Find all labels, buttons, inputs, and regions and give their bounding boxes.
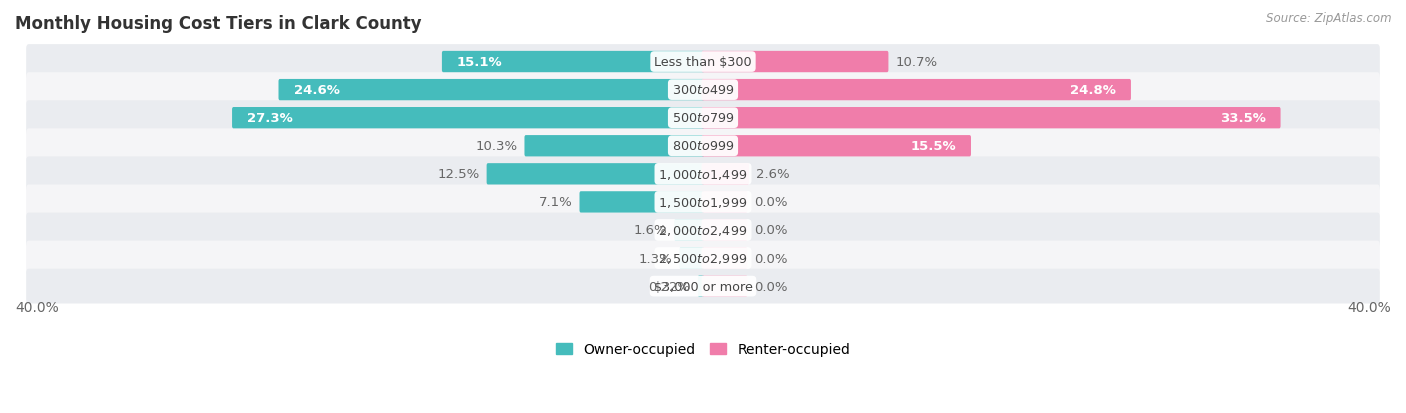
FancyBboxPatch shape (232, 108, 704, 129)
Text: $800 to $999: $800 to $999 (672, 140, 734, 153)
Text: 1.3%: 1.3% (638, 252, 672, 265)
FancyBboxPatch shape (702, 164, 749, 185)
FancyBboxPatch shape (702, 192, 748, 213)
Text: 12.5%: 12.5% (437, 168, 479, 181)
FancyBboxPatch shape (702, 220, 748, 241)
Legend: Owner-occupied, Renter-occupied: Owner-occupied, Renter-occupied (550, 337, 856, 362)
Text: 40.0%: 40.0% (15, 300, 59, 314)
Text: $1,000 to $1,499: $1,000 to $1,499 (658, 167, 748, 181)
Text: $3,000 or more: $3,000 or more (654, 280, 752, 293)
Text: 40.0%: 40.0% (1347, 300, 1391, 314)
Text: Less than $300: Less than $300 (654, 56, 752, 69)
FancyBboxPatch shape (441, 52, 704, 73)
FancyBboxPatch shape (702, 80, 1130, 101)
FancyBboxPatch shape (702, 52, 889, 73)
Text: Monthly Housing Cost Tiers in Clark County: Monthly Housing Cost Tiers in Clark Coun… (15, 15, 422, 33)
FancyBboxPatch shape (27, 73, 1379, 108)
Text: 15.5%: 15.5% (910, 140, 956, 153)
Text: $300 to $499: $300 to $499 (672, 84, 734, 97)
Text: Source: ZipAtlas.com: Source: ZipAtlas.com (1267, 12, 1392, 25)
Text: 1.6%: 1.6% (633, 224, 666, 237)
Text: 24.8%: 24.8% (1070, 84, 1116, 97)
FancyBboxPatch shape (697, 276, 704, 297)
FancyBboxPatch shape (27, 45, 1379, 80)
FancyBboxPatch shape (673, 220, 704, 241)
Text: 15.1%: 15.1% (457, 56, 503, 69)
Text: 27.3%: 27.3% (247, 112, 292, 125)
Text: 0.22%: 0.22% (648, 280, 690, 293)
Text: 2.6%: 2.6% (756, 168, 790, 181)
Text: 10.7%: 10.7% (896, 56, 938, 69)
Text: $2,500 to $2,999: $2,500 to $2,999 (658, 252, 748, 266)
Text: $2,000 to $2,499: $2,000 to $2,499 (658, 223, 748, 237)
FancyBboxPatch shape (702, 248, 748, 269)
Text: 0.0%: 0.0% (755, 280, 789, 293)
FancyBboxPatch shape (702, 108, 1281, 129)
FancyBboxPatch shape (27, 269, 1379, 304)
FancyBboxPatch shape (27, 185, 1379, 220)
FancyBboxPatch shape (579, 192, 704, 213)
Text: 0.0%: 0.0% (755, 196, 789, 209)
FancyBboxPatch shape (27, 101, 1379, 136)
FancyBboxPatch shape (27, 241, 1379, 276)
Text: 33.5%: 33.5% (1219, 112, 1265, 125)
Text: 7.1%: 7.1% (538, 196, 572, 209)
FancyBboxPatch shape (278, 80, 704, 101)
FancyBboxPatch shape (702, 276, 748, 297)
FancyBboxPatch shape (679, 248, 704, 269)
FancyBboxPatch shape (27, 157, 1379, 192)
FancyBboxPatch shape (702, 136, 972, 157)
Text: 0.0%: 0.0% (755, 252, 789, 265)
Text: $1,500 to $1,999: $1,500 to $1,999 (658, 195, 748, 209)
Text: 24.6%: 24.6% (294, 84, 339, 97)
Text: 10.3%: 10.3% (475, 140, 517, 153)
FancyBboxPatch shape (27, 213, 1379, 248)
Text: 0.0%: 0.0% (755, 224, 789, 237)
FancyBboxPatch shape (524, 136, 704, 157)
FancyBboxPatch shape (27, 129, 1379, 164)
Text: $500 to $799: $500 to $799 (672, 112, 734, 125)
FancyBboxPatch shape (486, 164, 704, 185)
